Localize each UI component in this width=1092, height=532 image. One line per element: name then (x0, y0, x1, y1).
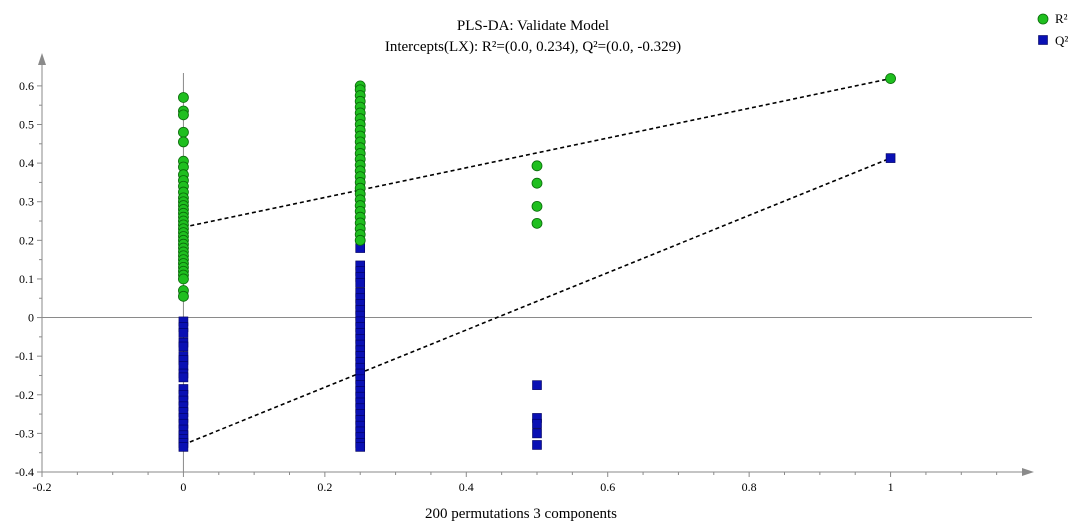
legend: R² Q² (1037, 11, 1068, 48)
y-tick-label: 0.1 (19, 272, 34, 286)
r2-point (178, 290, 189, 302)
legend-q2-label: Q² (1055, 33, 1068, 48)
y-tick-label: 0.6 (19, 79, 34, 93)
x-axis-arrow (1022, 468, 1034, 476)
legend-r2-marker (1037, 13, 1049, 25)
y-axis-arrow (38, 53, 46, 65)
r2-point (531, 177, 543, 189)
r2-point (178, 136, 189, 148)
r2-point (885, 73, 896, 84)
r2-point (178, 273, 189, 285)
y-tick-label: -0.3 (15, 426, 34, 440)
q2-point (178, 341, 189, 352)
r2-point (531, 160, 543, 172)
y-tick-label: -0.2 (15, 388, 34, 402)
x-tick-label: -0.2 (33, 480, 52, 494)
legend-q2-marker (1038, 35, 1048, 45)
data-points (178, 73, 896, 452)
y-tick-label: -0.4 (15, 465, 34, 479)
r2-regression-line (183, 77, 891, 228)
r2-point (178, 126, 189, 138)
x-tick-label: 0.4 (459, 480, 474, 494)
r2-point (178, 109, 189, 121)
x-tick-label: 1 (888, 480, 894, 494)
x-tick-label: 0.6 (600, 480, 615, 494)
q2-point (532, 440, 542, 450)
y-tick-label: 0 (28, 311, 34, 325)
r2-point (354, 234, 366, 246)
r2-point (531, 200, 543, 212)
q2-point (355, 278, 366, 288)
r2-point (178, 92, 189, 103)
q2-point (532, 418, 542, 429)
q2-point (532, 380, 542, 390)
y-tick-label: 0.2 (19, 233, 34, 247)
y-tick-label: -0.1 (15, 349, 34, 363)
y-tick-label: 0.5 (19, 118, 34, 132)
q2-regression-line (183, 157, 891, 446)
q2-point (178, 442, 189, 452)
q2-point (532, 428, 542, 439)
q2-point (178, 328, 189, 338)
legend-r2-label: R² (1055, 11, 1068, 26)
axes: -0.4 -0.3 -0.2 -0.1 0 0.1 0.2 0.3 0.4 0.5 0.6 -0.2 0… (15, 53, 1034, 494)
x-axis-label: 200 permutations 3 components (425, 506, 617, 522)
chart-subtitle: Intercepts(LX): R²=(0.0, 0.234), Q²=(0.0… (385, 39, 681, 55)
chart-title: PLS-DA: Validate Model (457, 18, 609, 34)
regression-lines (183, 77, 891, 446)
r2-point (531, 217, 543, 229)
x-tick-label: 0 (180, 480, 186, 494)
x-tick-label: 0.2 (317, 480, 332, 494)
y-tick-label: 0.4 (19, 156, 34, 170)
q2-point (178, 372, 189, 383)
q2-point (355, 442, 366, 452)
x-tick-label: 0.8 (742, 480, 757, 494)
y-tick-label: 0.3 (19, 195, 34, 209)
q2-point (885, 153, 896, 163)
